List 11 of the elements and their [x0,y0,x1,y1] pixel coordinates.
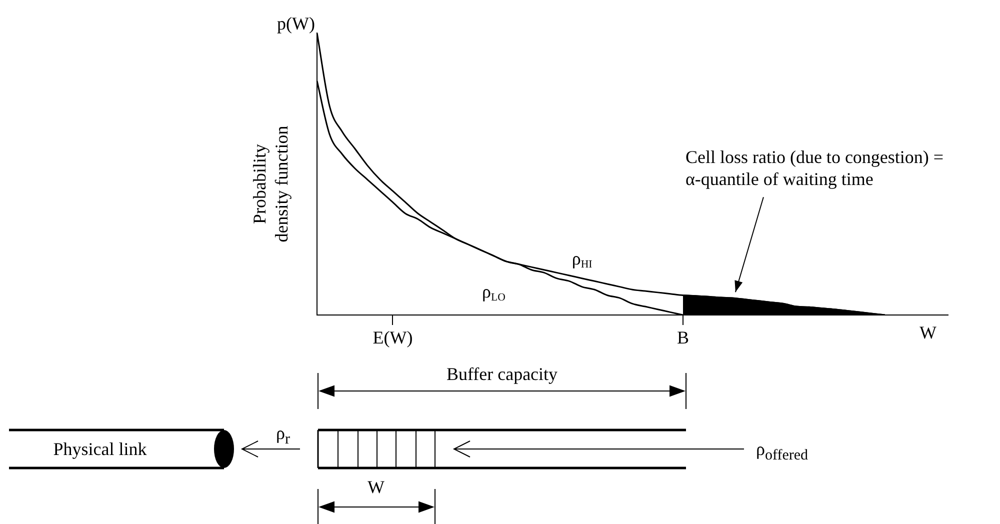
text: ρ$_{r}$ [276,423,290,448]
text: ρ$_{offered}$ [756,439,808,464]
x-tick-label: E(W) [372,328,413,348]
text: W [368,477,384,497]
text: Buffer capacity [446,364,558,384]
annotation: Cell loss ratio (due to congestion) = α-quantile of waiting time [685,147,944,190]
y-axis-title: Probability density function [250,126,292,242]
x-axis-title: W [920,322,936,343]
x-tick-label: B [676,328,689,348]
text: p(W) [277,14,315,34]
text: Physical link [53,439,147,459]
